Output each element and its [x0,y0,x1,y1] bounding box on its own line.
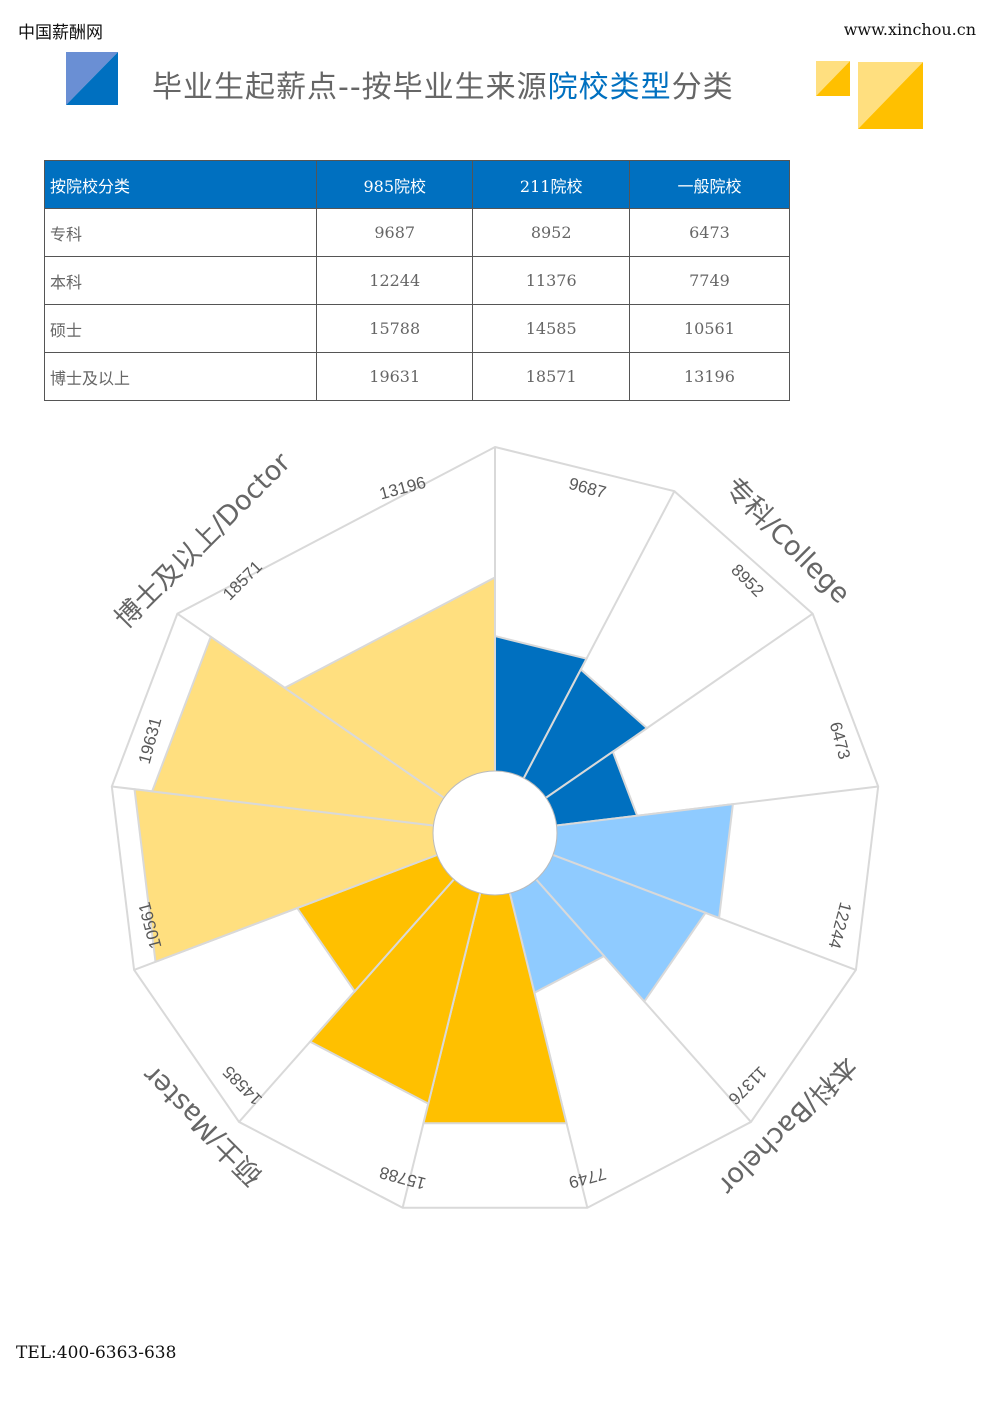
header-cell: 一般院校 [628,160,791,209]
table-cell: 本科 [44,256,317,305]
table-cell: 专科 [44,208,317,257]
header-cell: 按院校分类 [44,160,317,209]
table-cell: 18571 [472,352,630,401]
header-cell: 985院校 [315,160,474,209]
table-row: 本科 12244 11376 7749 [44,256,791,305]
table-header-row: 按院校分类 985院校 211院校 一般院校 [44,160,791,209]
site-url[interactable]: www.xinchou.cn [843,20,976,39]
table-cell: 11376 [472,256,630,305]
yellow-small-square-decoration [816,61,850,96]
yellow-large-square-decoration [858,62,923,129]
page-title: 毕业生起薪点--按毕业生来源院校类型分类 [152,62,734,106]
footer-tel: TEL:400-6363-638 [16,1343,177,1363]
table-row: 专科 9687 8952 6473 [44,208,791,257]
title-highlight: 院校类型 [547,70,672,105]
center-hole [432,770,558,896]
table-cell: 19631 [315,352,474,401]
table-cell: 9687 [315,208,474,257]
table-cell: 8952 [472,208,630,257]
table-cell: 博士及以上 [44,352,317,401]
table-cell: 13196 [628,352,791,401]
table-cell: 15788 [315,304,474,353]
title-part1: 毕业生起薪点--按毕业生来源 [152,70,548,105]
table-cell: 12244 [315,256,474,305]
table-cell: 硕士 [44,304,317,353]
title-part2: 分类 [671,70,734,105]
blue-square-decoration [66,52,118,105]
salary-table: 按院校分类 985院校 211院校 一般院校 专科 9687 8952 6473 本科 1… [44,160,791,401]
table-cell: 6473 [628,208,791,257]
header-cell: 211院校 [472,160,630,209]
table-row: 博士及以上 19631 18571 13196 [44,352,791,401]
bar [282,575,496,835]
site-name: 中国薪酬网 [18,23,103,43]
table-cell: 7749 [628,256,791,305]
